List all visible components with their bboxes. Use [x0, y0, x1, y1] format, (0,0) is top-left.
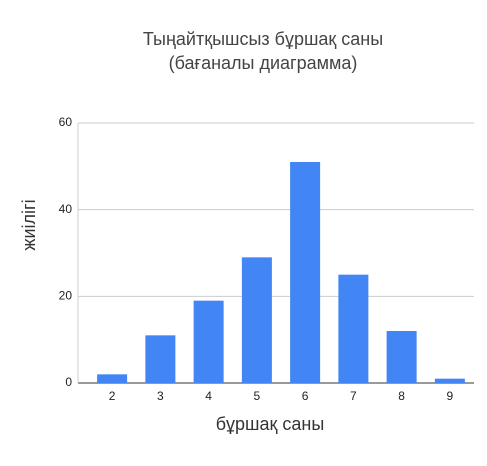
y-tick-label: 60 — [59, 115, 73, 129]
y-tick-label: 40 — [59, 202, 73, 216]
x-tick-label: 3 — [157, 389, 164, 403]
chart-title: Тыңайтқышсыз бұршақ саны — [143, 29, 383, 49]
bar — [145, 335, 176, 383]
x-tick-label: 4 — [205, 389, 212, 403]
x-axis-label: бұршақ саны — [216, 414, 325, 434]
y-tick-label: 0 — [65, 375, 72, 389]
bar — [386, 331, 417, 383]
bar — [434, 378, 465, 383]
x-tick-label: 7 — [350, 389, 357, 403]
x-tick-label: 2 — [109, 389, 116, 403]
chart-subtitle: (бағаналы диаграмма) — [169, 53, 358, 73]
y-axis-label: жиілігі — [19, 199, 39, 250]
x-tick-label: 8 — [398, 389, 405, 403]
x-tick-label: 5 — [254, 389, 261, 403]
bar — [97, 374, 128, 383]
y-tick-label: 20 — [59, 289, 73, 303]
bar — [193, 300, 224, 383]
bar — [338, 274, 369, 383]
bar — [241, 257, 272, 383]
bar — [290, 162, 321, 383]
x-tick-label: 6 — [302, 389, 309, 403]
x-tick-label: 9 — [447, 389, 454, 403]
